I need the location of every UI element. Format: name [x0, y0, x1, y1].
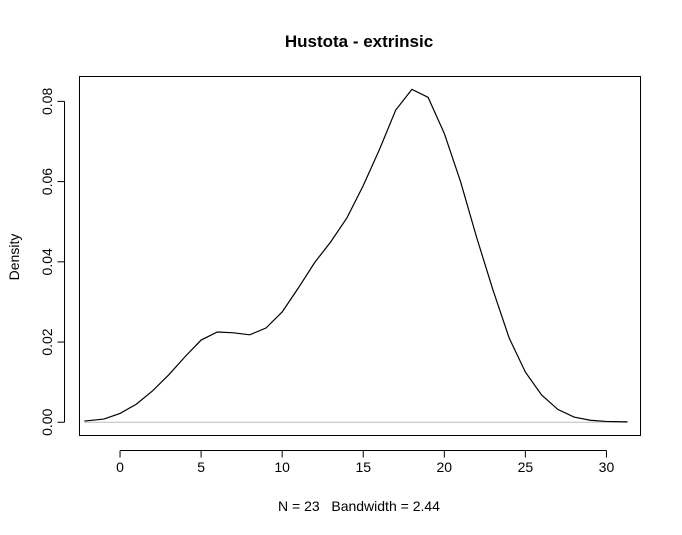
x-axis-label: N = 23 Bandwidth = 2.44 — [278, 498, 440, 514]
x-tick-label: 10 — [274, 459, 290, 475]
y-tick-label: 0.08 — [39, 88, 55, 115]
x-tick-label: 25 — [518, 459, 534, 475]
y-tick-label: 0.02 — [39, 328, 55, 355]
y-tick-label: 0.06 — [39, 168, 55, 195]
x-tick-label: 15 — [355, 459, 371, 475]
x-tick-label: 20 — [437, 459, 453, 475]
y-ticks: 0.00 0.02 0.04 0.06 0.08 — [39, 88, 65, 436]
chart-title: Hustota - extrinsic — [285, 32, 433, 51]
y-axis-label: Density — [6, 234, 22, 281]
density-line — [84, 88, 628, 423]
x-tick-label: 30 — [599, 459, 615, 475]
plot-frame — [79, 76, 641, 436]
y-tick-label: 0.04 — [39, 248, 55, 275]
x-tick-label: 5 — [197, 459, 205, 475]
y-tick-label: 0.00 — [39, 408, 55, 435]
x-tick-label: 0 — [116, 459, 124, 475]
x-ticks: 0 5 10 15 20 25 30 — [116, 450, 615, 475]
